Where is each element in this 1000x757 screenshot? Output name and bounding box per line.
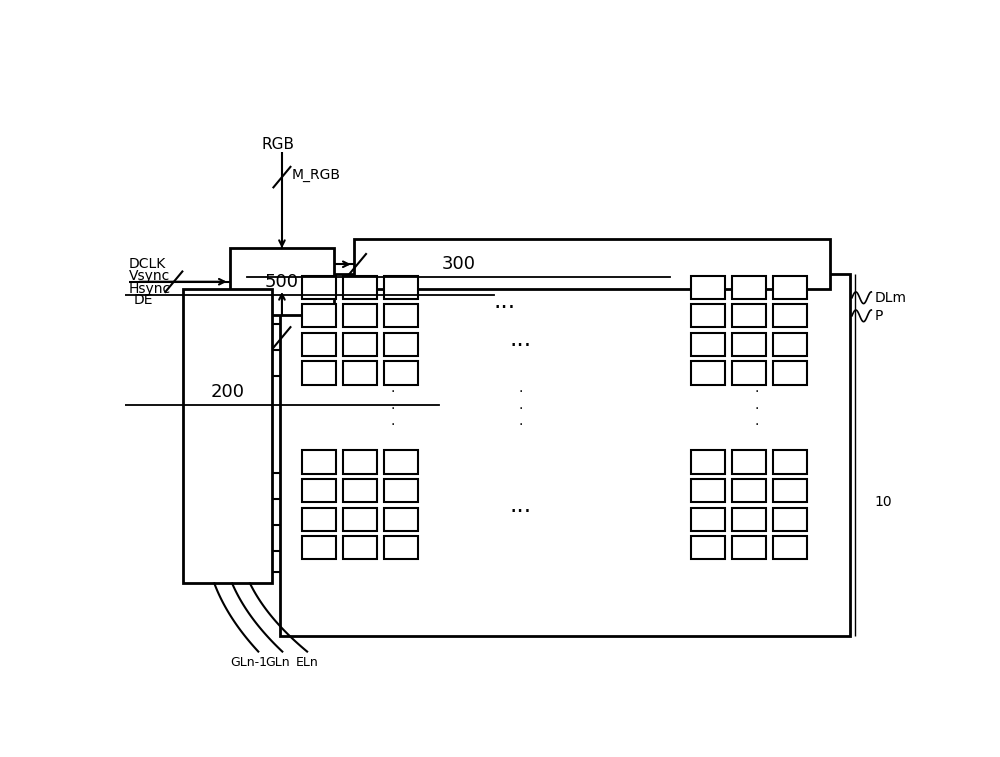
Text: ...: ... (494, 288, 516, 313)
Bar (773, 361, 807, 385)
Bar (343, 508, 377, 531)
Bar (343, 450, 377, 474)
Bar (773, 536, 807, 559)
Text: 500: 500 (265, 273, 299, 291)
Bar (773, 276, 807, 299)
Text: Vsync: Vsync (129, 269, 170, 283)
Text: ...: ... (509, 493, 531, 517)
Bar (183, 289, 272, 584)
Bar (773, 333, 807, 356)
Bar (773, 508, 807, 531)
Bar (230, 248, 334, 315)
Text: ·
·
·: · · · (754, 385, 759, 431)
Bar (280, 275, 850, 636)
Text: GLn: GLn (265, 656, 290, 669)
Bar (732, 304, 766, 328)
Bar (384, 479, 418, 503)
Bar (302, 536, 336, 559)
Bar (773, 479, 807, 503)
Text: DLm: DLm (874, 291, 906, 305)
Text: ·
·
·: · · · (390, 385, 395, 431)
Text: 10: 10 (874, 495, 892, 509)
Bar (343, 361, 377, 385)
Bar (384, 450, 418, 474)
Bar (732, 536, 766, 559)
Bar (343, 276, 377, 299)
Bar (773, 304, 807, 328)
Text: ...: ... (509, 326, 531, 350)
Text: Hsync: Hsync (129, 282, 171, 296)
Bar (302, 479, 336, 503)
Bar (691, 304, 725, 328)
Bar (732, 479, 766, 503)
Bar (302, 276, 336, 299)
Bar (384, 536, 418, 559)
Text: RGB: RGB (262, 137, 295, 152)
Bar (732, 333, 766, 356)
Bar (343, 536, 377, 559)
Bar (384, 276, 418, 299)
Bar (691, 536, 725, 559)
Text: 300: 300 (441, 255, 475, 273)
Bar (384, 508, 418, 531)
Bar (302, 361, 336, 385)
Text: M_RGB: M_RGB (291, 168, 340, 182)
Bar (691, 333, 725, 356)
Bar (691, 450, 725, 474)
Bar (384, 333, 418, 356)
Bar (354, 239, 830, 289)
Bar (732, 361, 766, 385)
Bar (691, 276, 725, 299)
Bar (691, 508, 725, 531)
Text: 200: 200 (211, 383, 245, 401)
Bar (302, 450, 336, 474)
Bar (384, 361, 418, 385)
Bar (384, 304, 418, 328)
Bar (302, 333, 336, 356)
Bar (302, 508, 336, 531)
Bar (343, 304, 377, 328)
Bar (732, 276, 766, 299)
Text: DE: DE (134, 294, 153, 307)
Bar (343, 479, 377, 503)
Text: GLn-1: GLn-1 (230, 656, 268, 669)
Bar (773, 450, 807, 474)
Bar (732, 450, 766, 474)
Bar (343, 333, 377, 356)
Text: P: P (874, 309, 883, 322)
Bar (732, 508, 766, 531)
Bar (691, 361, 725, 385)
Text: ELn: ELn (296, 656, 318, 669)
Text: ·
·
·: · · · (518, 385, 522, 431)
Bar (691, 479, 725, 503)
Text: DCLK: DCLK (129, 257, 166, 271)
Bar (302, 304, 336, 328)
